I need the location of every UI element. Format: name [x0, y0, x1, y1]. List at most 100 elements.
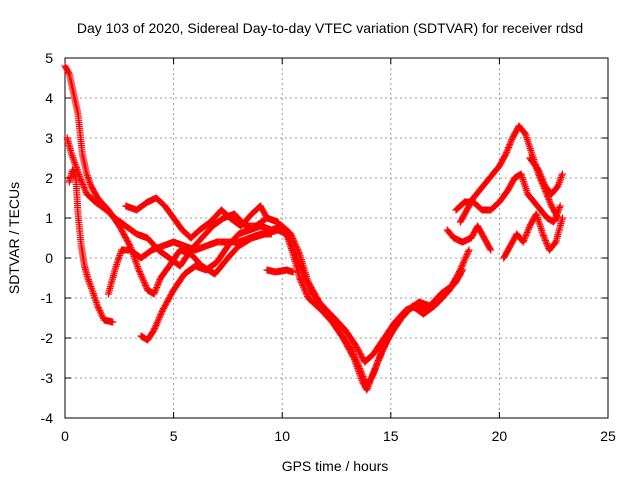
data-point: [71, 160, 79, 168]
data-point: [262, 213, 270, 221]
data-point: [358, 371, 366, 379]
series-arc-3: [65, 166, 117, 326]
data-point: [356, 365, 364, 372]
data-point: [536, 169, 544, 177]
y-tick-label: 0: [45, 250, 53, 266]
data-point: [554, 207, 562, 215]
data-point: [506, 140, 514, 148]
data-point: [350, 351, 358, 359]
data-point: [465, 246, 473, 254]
data-point: [544, 192, 552, 200]
x-tick-label: 15: [383, 428, 399, 444]
data-point: [546, 197, 554, 205]
data-point: [267, 230, 275, 238]
data-point: [370, 368, 378, 376]
data-point: [138, 272, 145, 280]
data-point: [558, 170, 566, 178]
y-tick-label: 4: [45, 90, 53, 106]
data-point: [69, 166, 77, 174]
series-arc-8: [443, 222, 495, 254]
data-point: [555, 179, 563, 187]
y-tick-label: 2: [45, 170, 53, 186]
data-point: [292, 242, 300, 250]
data-point: [155, 314, 163, 322]
data-point: [94, 302, 102, 310]
data-point: [521, 235, 529, 243]
y-tick-label: -4: [41, 410, 54, 426]
data-point: [79, 180, 87, 188]
x-tick-label: 10: [274, 428, 290, 444]
data-point: [352, 355, 360, 363]
data-point: [96, 307, 104, 315]
data-point: [461, 255, 469, 263]
data-point: [486, 245, 494, 253]
data-point: [352, 357, 360, 365]
y-tick-label: -2: [41, 330, 54, 346]
data-point: [554, 182, 562, 190]
data-point: [155, 279, 163, 287]
data-marks: [61, 62, 566, 394]
data-point: [524, 137, 532, 145]
series-arc-4: [137, 222, 466, 390]
data-point: [140, 278, 148, 286]
data-point: [263, 214, 271, 222]
data-point: [94, 304, 102, 312]
data-point: [291, 239, 299, 247]
data-point: [151, 288, 159, 296]
data-point: [554, 208, 562, 216]
data-point: [142, 281, 149, 289]
data-point: [557, 173, 565, 181]
data-point: [464, 248, 472, 255]
data-point: [85, 277, 93, 285]
data-point: [520, 236, 528, 244]
data-point: [290, 238, 298, 246]
data-point: [545, 196, 553, 204]
data-point: [83, 170, 91, 178]
data-point: [540, 233, 548, 241]
data-point: [555, 205, 563, 213]
data-point: [296, 276, 304, 283]
y-tick-label: -3: [41, 370, 54, 386]
data-point: [293, 244, 301, 252]
data-point: [81, 187, 89, 195]
data-point: [140, 277, 147, 285]
grid-lines: [65, 58, 608, 418]
data-point: [288, 233, 296, 241]
data-point: [505, 144, 512, 152]
data-point: [97, 308, 104, 316]
data-point: [136, 268, 143, 275]
data-point: [287, 230, 295, 238]
data-point: [544, 194, 552, 202]
data-point: [538, 174, 546, 182]
data-point: [289, 268, 297, 276]
data-point: [85, 177, 93, 185]
series-arc-11: [500, 210, 566, 262]
data-point: [97, 310, 105, 318]
data-point: [459, 266, 466, 274]
data-point: [155, 315, 163, 323]
data-point: [543, 240, 551, 248]
data-point: [86, 180, 94, 188]
data-point: [136, 269, 144, 277]
y-tick-label: 5: [45, 50, 53, 66]
data-point: [295, 249, 303, 256]
data-point: [88, 284, 95, 292]
data-point: [153, 318, 161, 326]
data-point: [458, 267, 466, 275]
data-point: [289, 235, 297, 243]
data-point: [521, 183, 529, 191]
data-point: [91, 295, 99, 303]
data-point: [142, 283, 150, 291]
data-point: [373, 360, 381, 368]
data-point: [78, 179, 86, 187]
data-point: [556, 204, 564, 212]
data-point: [546, 199, 554, 207]
data-point: [157, 311, 165, 319]
data-point: [558, 172, 566, 180]
data-point: [540, 179, 548, 187]
data-point: [551, 215, 559, 223]
data-point: [294, 247, 302, 255]
chart-title: Day 103 of 2020, Sidereal Day-to-day VTE…: [77, 20, 583, 36]
data-point: [503, 147, 511, 155]
